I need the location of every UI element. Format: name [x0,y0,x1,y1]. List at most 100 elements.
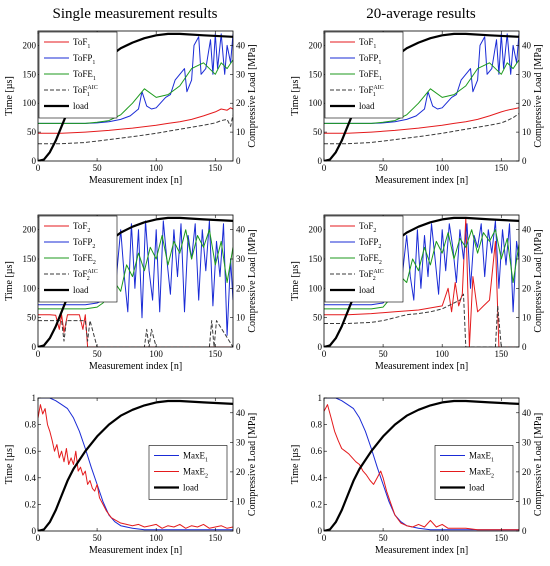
legend-entry-subscript: 1 [491,458,494,464]
series-line-tofe1 [38,59,233,124]
y2-tick-label: 40 [236,40,246,50]
legend-entry-subscript: 1 [92,60,95,66]
y2-tick-label: 0 [236,526,241,536]
legend-entry-name: ToF [73,85,87,95]
y-tick-label: 0.4 [311,473,323,483]
y-tick-label: 0.8 [311,420,323,430]
x-tick-label: 150 [495,163,509,173]
legend-entry-name: ToFE [359,253,379,263]
legend-entry: ToFE2 [359,253,382,266]
x-tick-label: 150 [209,533,223,543]
legend-entry-name: ToF [73,37,87,47]
legend-entry: load [73,101,89,111]
legend-entry-subscript: 2 [87,276,90,282]
y-tick-label: 100 [23,283,37,293]
legend-entry-subscript: 2 [373,228,376,234]
legend-entry-subscript: 2 [491,474,494,480]
x-tick-label: 50 [379,163,389,173]
y-axis-label: Time [µs] [290,76,301,116]
chart-p2-avg: 0 50 100 150 0 50 100 150 200 0 10 20 30 40 Measuremen… [290,214,544,372]
y-tick-label: 0.6 [311,446,323,456]
legend-entry: ToF2 [73,221,90,234]
legend-entry-name: ToF [359,221,373,231]
y-tick-label: 100 [309,98,323,108]
legend-entry-name: ToF [73,221,87,231]
series-line-load [38,399,233,531]
legend-entry-subscript: 2 [373,276,376,282]
x-tick-label: 150 [209,163,223,173]
y2-axis-label: Compressive Load [MPa] [533,229,544,332]
legend-entry-superscript: AIC [87,85,97,91]
y-tick-label: 200 [23,225,37,235]
x-tick-label: 100 [149,533,163,543]
legend-entry: ToFP1 [73,53,95,66]
legend-entry-subscript: 2 [379,260,382,266]
y-tick-label: 150 [309,69,323,79]
legend-entry-name: ToF [73,269,87,279]
legend-entry-subscript: 1 [379,76,382,82]
charts-grid: 0 50 100 150050100150200010203040Measuremen… [4,30,544,556]
plot-frame [323,397,520,532]
y2-tick-label: 40 [522,40,532,50]
series-line-tofe1 [324,59,519,124]
legend-entry: ToFE2 [73,253,96,266]
legend-entry-name: load [73,285,89,295]
legend-entry: load [469,483,485,493]
legend-entry: ToFAIC 1 [73,85,98,98]
y-tick-label: 150 [309,254,323,264]
y2-tick-label: 0 [522,342,527,352]
chart-series-group [324,398,519,531]
legend-entry-name: ToFP [73,53,92,63]
y-tick-label: 0.8 [25,420,37,430]
plot-frame [37,397,234,532]
legend-box [324,31,404,119]
x-tick-label: 100 [435,349,449,359]
y2-axis-label: Compressive Load [MPa] [533,44,544,147]
legend-box [38,215,118,303]
legend-entry-subscript: 2 [205,474,208,480]
plot-frame [37,30,234,162]
legend-box [324,215,404,303]
legend-entry-subscript: 1 [205,458,208,464]
y-tick-label: 0.2 [25,499,36,509]
y-tick-label: 0 [318,526,323,536]
x-tick-label: 50 [93,349,103,359]
legend-entry-name: load [469,483,485,493]
legend-entry-name: ToFP [359,53,378,63]
chart-series-group [324,32,519,161]
y-tick-label: 200 [309,40,323,50]
y-axis-label: Time [µs] [4,261,15,301]
legend-entry-superscript: AIC [87,269,97,275]
x-tick-label: 0 [322,163,327,173]
y2-tick-label: 40 [522,408,532,418]
y-tick-label: 200 [23,40,37,50]
y2-tick-label: 20 [236,98,246,108]
series-line-tof1 [324,107,519,134]
legend-entry-subscript: 2 [378,244,381,250]
legend-entry: load [359,285,375,295]
legend-entry-subscript: 1 [373,92,376,98]
y-tick-label: 0 [318,156,323,166]
column-title-average: 20-average results [366,6,476,22]
legend-box [434,445,514,500]
x-tick-label: 50 [93,533,103,543]
x-tick-label: 0 [36,533,41,543]
legend-entry-name: MaxE [469,467,491,477]
legend-entry: load [359,101,375,111]
y2-tick-label: 10 [236,313,246,323]
y-tick-label: 0 [32,342,37,352]
x-tick-label: 0 [36,349,41,359]
y2-tick-label: 20 [236,467,246,477]
legend-entry-subscript: 2 [92,244,95,250]
legend-entry-subscript: 1 [87,44,90,50]
y2-tick-label: 10 [522,313,532,323]
series-line-tofp2 [324,220,519,313]
legend-entry-name: ToFE [73,253,93,263]
y2-tick-label: 10 [236,127,246,137]
legend-entry: load [183,483,199,493]
y2-tick-label: 30 [522,437,532,447]
legend-entry: ToF1 [359,37,376,50]
